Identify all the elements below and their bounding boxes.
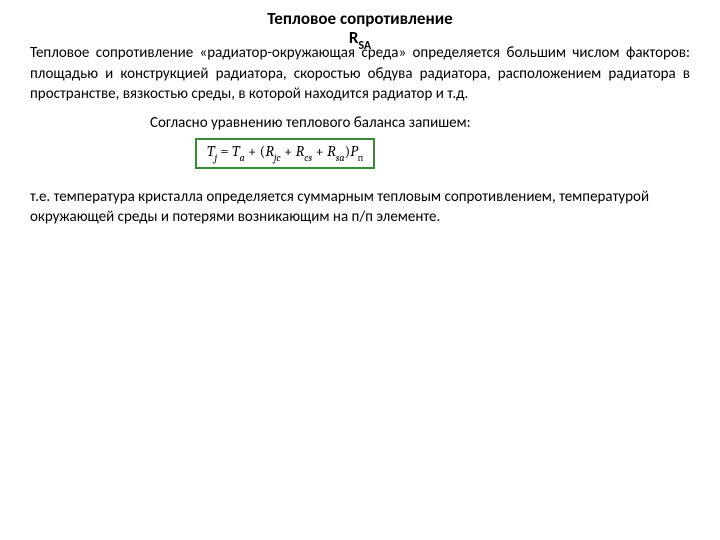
formula-Rcs-var: R [296, 142, 305, 160]
formula-Rsa-sub: sa [336, 152, 345, 164]
slide: Тепловое сопротивление RSA Тепловое сопр… [0, 0, 720, 540]
formula-row: Tj = Ta + (Rjc + Rcs + Rsa)Pп [195, 138, 690, 169]
formula-Rjc-var: R [265, 142, 274, 160]
formula-P-sub: п [358, 152, 363, 164]
title-block: Тепловое сопротивление RSA [210, 10, 510, 51]
formula-plus3: + [312, 142, 327, 160]
formula-box: Tj = Ta + (Rjc + Rcs + Rsa)Pп [195, 138, 375, 169]
formula-Rcs-sub: cs [304, 152, 312, 164]
formula-plus1: + [245, 142, 260, 160]
formula-plus2: + [281, 142, 296, 160]
title-line2: RSA [210, 29, 510, 52]
formula-eq: = [217, 142, 232, 160]
formula-Tj-var: T [207, 142, 215, 160]
formula-P-var: P [350, 142, 358, 160]
title-subscript: SA [358, 39, 371, 53]
intro-text: Согласно уравнению теплового баланса зап… [150, 114, 570, 134]
formula-Rjc-sub: jc [274, 152, 281, 164]
formula-Ta-sub: a [240, 152, 245, 164]
title-line1: Тепловое сопротивление [210, 10, 510, 29]
formula-Rsa-var: R [327, 142, 336, 160]
title-symbol: R [349, 27, 359, 48]
formula-Tj-sub: j [215, 152, 217, 164]
paragraph-2: т.е. температура кристалла определяется … [30, 187, 690, 228]
formula-Ta-var: T [232, 142, 240, 160]
